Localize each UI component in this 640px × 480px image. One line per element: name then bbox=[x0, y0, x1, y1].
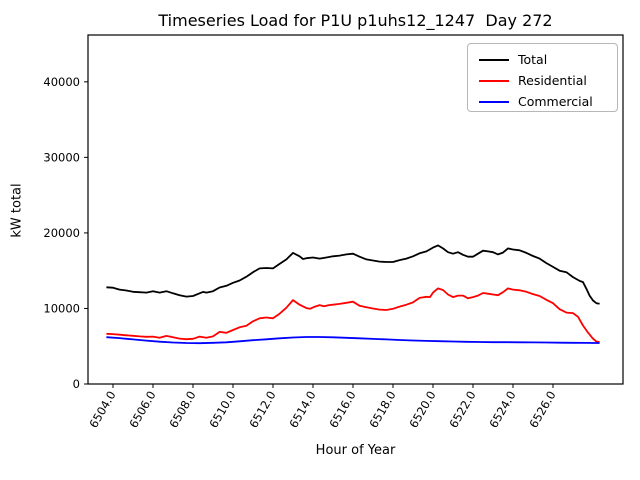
x-tick-label: 6506.0 bbox=[126, 389, 158, 431]
x-tick-label: 6504.0 bbox=[86, 389, 118, 431]
x-tick-label: 6510.0 bbox=[206, 389, 238, 431]
legend-item-total: Total bbox=[468, 49, 617, 70]
x-tick-label: 6508.0 bbox=[166, 389, 198, 431]
x-axis-label: Hour of Year bbox=[315, 443, 396, 458]
x-tick-label: 6516.0 bbox=[326, 389, 358, 431]
legend-line-commercial bbox=[479, 100, 509, 103]
y-tick-label: 10000 bbox=[43, 301, 80, 315]
x-tick-label: 6514.0 bbox=[286, 389, 318, 431]
legend-line-total bbox=[479, 58, 509, 61]
axes-frame bbox=[87, 34, 624, 385]
x-tick-label: 6518.0 bbox=[366, 389, 398, 431]
legend-item-commercial: Commercial bbox=[468, 91, 617, 112]
legend-line-residential bbox=[479, 79, 509, 82]
legend: Total Residential Commercial bbox=[467, 43, 618, 112]
legend-label-total: Total bbox=[518, 52, 548, 67]
chart-title: Timeseries Load for P1U p1uhs12_1247 Day… bbox=[158, 11, 553, 30]
series-line-commercial bbox=[106, 336, 600, 345]
y-tick-label: 30000 bbox=[43, 150, 80, 164]
y-tick-label: 40000 bbox=[43, 75, 80, 89]
x-tick-label: 6512.0 bbox=[246, 389, 278, 431]
y-tick-label: 0 bbox=[73, 377, 80, 391]
x-tick-label: 6526.0 bbox=[526, 389, 558, 431]
x-tick-label: 6522.0 bbox=[446, 389, 478, 431]
y-tick-label: 20000 bbox=[43, 226, 80, 240]
legend-item-residential: Residential bbox=[468, 70, 617, 91]
series-line-total bbox=[106, 244, 600, 305]
legend-label-residential: Residential bbox=[518, 73, 587, 88]
series-line-residential bbox=[106, 287, 600, 343]
x-tick-label: 6524.0 bbox=[486, 389, 518, 431]
legend-label-commercial: Commercial bbox=[518, 94, 593, 109]
x-tick-label: 6520.0 bbox=[406, 389, 438, 431]
